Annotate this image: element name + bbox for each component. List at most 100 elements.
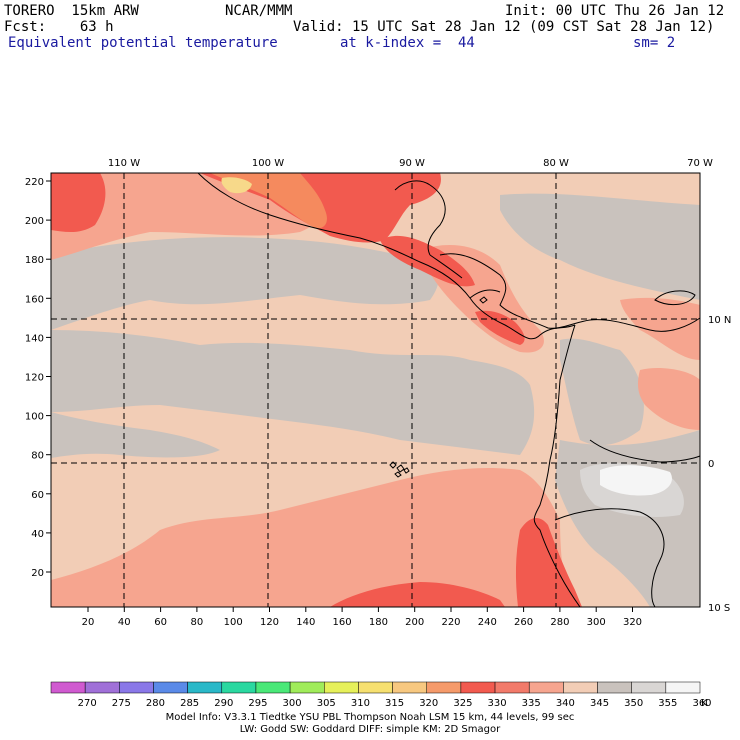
red-region-mexico: [51, 173, 106, 233]
colorbar-label: 270: [78, 698, 97, 709]
colorbar-swatch: [460, 681, 496, 694]
colorbar-label: 340: [556, 698, 575, 709]
plot-frame: [50, 172, 701, 608]
border-peru: [554, 508, 665, 608]
colorbar-label: 335: [522, 698, 541, 709]
gray-region-caribbean: [500, 193, 700, 300]
red-region-costa-rica: [475, 310, 525, 345]
gray-region-colombia: [560, 338, 644, 446]
orange-region-mexico: [210, 173, 327, 229]
colorbar-swatch: [324, 681, 359, 694]
colorbar-label: 310: [351, 698, 370, 709]
x-tick-label: 240: [478, 617, 497, 628]
level-label: at k-index = 44: [340, 35, 475, 51]
colorbar-swatch: [84, 681, 120, 694]
x-tick-label: 80: [191, 617, 204, 628]
model-info-line2: LW: Godd SW: Goddard DIFF: simple KM: 2D…: [239, 724, 501, 735]
valid-time: Valid: 15 UTC Sat 28 Jan 12 (09 CST Sat …: [293, 19, 715, 35]
center-label: NCAR/MMM: [225, 3, 293, 19]
x-tick-label: 220: [441, 617, 460, 628]
colorbar-swatch: [289, 681, 325, 694]
right-lat-label: 0: [708, 459, 714, 470]
white-patch-amazon: [600, 465, 672, 496]
x-tick-label: 180: [369, 617, 388, 628]
border-brazil: [589, 439, 701, 463]
top-lon-label: 100 W: [252, 158, 284, 169]
colorbar-label: 320: [419, 698, 438, 709]
colorbar-label: 305: [317, 698, 336, 709]
colorbar-swatch: [597, 681, 632, 694]
salmon-region-venezuela: [637, 368, 700, 430]
coastline-caribbean: [439, 253, 701, 332]
x-tick-label: 40: [118, 617, 131, 628]
colorbar-label: 330: [488, 698, 507, 709]
y-tick-label: 60: [31, 490, 44, 501]
colorbar-label: 355: [658, 698, 677, 709]
x-tick-label: 60: [154, 617, 167, 628]
salmon-region-east: [620, 297, 700, 360]
field-shading: [51, 173, 700, 607]
y-tick-label: 140: [25, 333, 44, 344]
y-tick-label: 180: [25, 255, 44, 266]
border-central-america: [429, 254, 501, 299]
top-lon-label: 70 W: [687, 158, 713, 169]
x-tick-label: 260: [514, 617, 533, 628]
right-lat-label: 10 N: [708, 315, 731, 326]
x-tick-label: 300: [587, 617, 606, 628]
top-lon-label: 90 W: [399, 158, 425, 169]
x-tick-label: 140: [296, 617, 315, 628]
colorbar-swatch: [358, 681, 393, 694]
axes: 110 W 100 W 90 W 80 W 70 W 10 N 0 10 S 20 40 60 80 1…: [25, 158, 731, 628]
salmon-region-south: [51, 468, 570, 607]
x-tick-label: 100: [224, 617, 243, 628]
y-tick-label: 220: [25, 177, 44, 188]
y-tick-label: 80: [31, 451, 44, 462]
colorbar-swatch: [665, 681, 701, 694]
colorbar-label: 350: [624, 698, 643, 709]
init-label: Init: 00 UTC Thu 26 Jan 12: [505, 3, 725, 19]
colorbar-label: 360: [692, 698, 711, 709]
colorbar-swatch: [119, 681, 154, 694]
forecast-hour: Fcst: 63 h: [4, 19, 114, 35]
colorbar-swatch: [153, 681, 188, 694]
x-tick-label: 20: [82, 617, 95, 628]
colorbar-label: 285: [180, 698, 199, 709]
colorbar-swatch: [426, 681, 462, 694]
coastline-yucatan: [394, 180, 446, 256]
colorbar-label: 295: [248, 698, 267, 709]
smoothing-label: sm= 2: [633, 35, 676, 51]
x-tick-label: 320: [623, 617, 642, 628]
y-tick-label: 120: [25, 373, 44, 384]
colorbar-label: 290: [214, 698, 233, 709]
right-lat-label: 10 S: [708, 603, 730, 614]
colorbar-label: 315: [385, 698, 404, 709]
colorbar-swatch: [494, 681, 530, 694]
caribbean-islands: [479, 290, 696, 306]
galapagos-islands: [389, 461, 410, 478]
yellow-region-mexico: [221, 177, 252, 194]
field-name: Equivalent potential temperature: [8, 35, 278, 51]
top-lon-label: 80 W: [543, 158, 569, 169]
y-tick-label: 200: [25, 216, 44, 227]
y-tick-label: 100: [25, 412, 44, 423]
gray-region-north: [51, 237, 439, 330]
gray-region-central: [51, 330, 535, 455]
x-tick-label: 200: [405, 617, 424, 628]
top-lon-label: 110 W: [108, 158, 140, 169]
model-info-line1: Model Info: V3.3.1 Tiedtke YSU PBL Thomp…: [165, 712, 575, 723]
colorbar-label: 300: [283, 698, 302, 709]
gray-region-west: [51, 412, 220, 458]
colorbar-label: 345: [590, 698, 609, 709]
colorbar: 270 275 280 285 290 295 300 305 310 315 320 325 330 3…: [50, 681, 712, 709]
red-region-guatemala: [380, 235, 475, 287]
graticule: [51, 173, 700, 607]
colorbar-label: 275: [112, 698, 131, 709]
colorbar-swatch: [563, 681, 598, 694]
colorbar-swatch: [392, 681, 427, 694]
x-tick-label: 160: [333, 617, 352, 628]
colorbar-swatch: [50, 681, 86, 694]
colorbar-label: 325: [453, 698, 472, 709]
y-tick-label: 40: [31, 529, 44, 540]
coastline-south-america: [533, 324, 581, 608]
